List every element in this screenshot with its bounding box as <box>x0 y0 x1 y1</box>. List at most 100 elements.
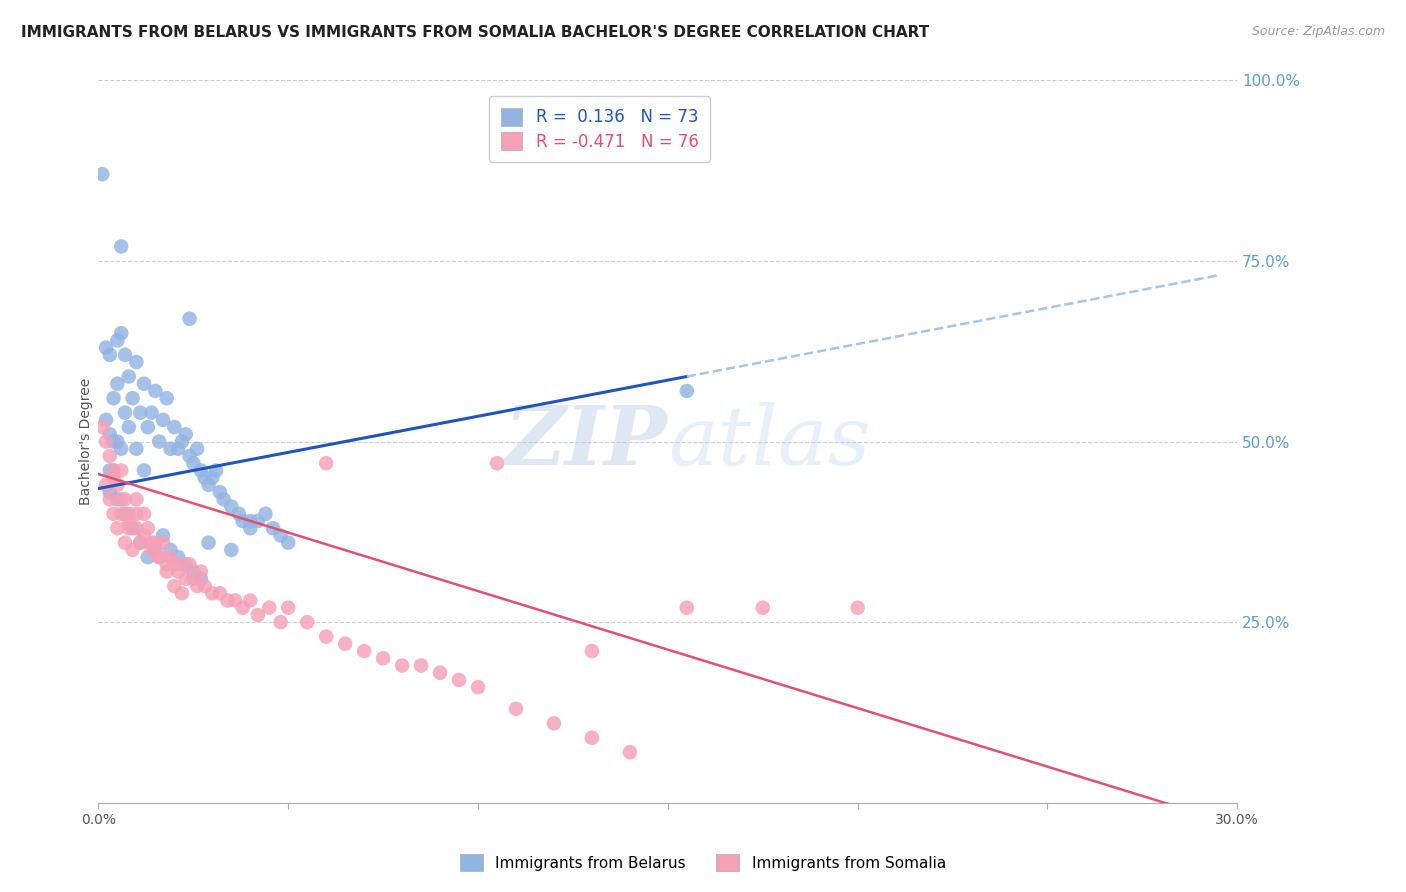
Point <box>110 326 132 340</box>
Point <box>114 406 136 420</box>
Point <box>183 456 205 470</box>
Point <box>353 644 375 658</box>
Point <box>145 542 167 557</box>
Point <box>201 470 224 484</box>
Point <box>103 434 125 449</box>
Point <box>136 521 159 535</box>
Point <box>315 456 337 470</box>
Point <box>110 442 132 456</box>
Point <box>205 463 228 477</box>
Point <box>121 542 143 557</box>
Point <box>232 514 254 528</box>
Point <box>543 716 565 731</box>
Point <box>270 528 292 542</box>
Point <box>239 593 262 607</box>
Point <box>114 492 136 507</box>
Point <box>132 376 155 391</box>
Point <box>152 413 174 427</box>
Text: ZIP: ZIP <box>505 401 668 482</box>
Point <box>125 521 148 535</box>
Point <box>103 391 125 405</box>
Point <box>186 579 208 593</box>
Point <box>148 550 170 565</box>
Point <box>103 507 125 521</box>
Point <box>107 478 129 492</box>
Point <box>98 449 121 463</box>
Point <box>224 593 246 607</box>
Point <box>217 593 239 607</box>
Point <box>136 550 159 565</box>
Point <box>505 702 527 716</box>
Point <box>121 391 143 405</box>
Point <box>190 572 212 586</box>
Point <box>132 507 155 521</box>
Point <box>159 550 181 565</box>
Text: Source: ZipAtlas.com: Source: ZipAtlas.com <box>1251 25 1385 38</box>
Point <box>98 427 121 442</box>
Point <box>232 600 254 615</box>
Point <box>297 615 319 630</box>
Point <box>676 600 699 615</box>
Point <box>270 615 292 630</box>
Point <box>190 463 212 477</box>
Point <box>107 376 129 391</box>
Point <box>221 500 243 514</box>
Point <box>163 558 186 572</box>
Point <box>411 658 433 673</box>
Point <box>159 442 181 456</box>
Point <box>170 586 193 600</box>
Point <box>174 427 197 442</box>
Point <box>141 542 163 557</box>
Point <box>194 579 217 593</box>
Point <box>145 535 167 549</box>
Point <box>98 348 121 362</box>
Point <box>129 535 152 549</box>
Point <box>98 492 121 507</box>
Point <box>183 565 205 579</box>
Point <box>449 673 471 687</box>
Text: IMMIGRANTS FROM BELARUS VS IMMIGRANTS FROM SOMALIA BACHELOR'S DEGREE CORRELATION: IMMIGRANTS FROM BELARUS VS IMMIGRANTS FR… <box>21 25 929 40</box>
Legend: Immigrants from Belarus, Immigrants from Somalia: Immigrants from Belarus, Immigrants from… <box>454 848 952 877</box>
Point <box>179 311 201 326</box>
Point <box>110 507 132 521</box>
Point <box>190 565 212 579</box>
Text: atlas: atlas <box>668 401 870 482</box>
Point <box>581 731 603 745</box>
Point <box>114 535 136 549</box>
Point <box>212 492 235 507</box>
Point <box>467 680 489 694</box>
Point <box>228 507 250 521</box>
Point <box>186 442 208 456</box>
Point <box>174 572 197 586</box>
Point <box>91 420 114 434</box>
Point <box>170 434 193 449</box>
Point <box>125 442 148 456</box>
Point <box>170 558 193 572</box>
Point <box>429 665 451 680</box>
Point <box>94 478 117 492</box>
Point <box>167 550 190 565</box>
Point <box>118 420 141 434</box>
Point <box>125 355 148 369</box>
Point <box>103 470 125 484</box>
Point <box>254 507 277 521</box>
Point <box>114 507 136 521</box>
Point <box>179 449 201 463</box>
Point <box>107 521 129 535</box>
Point <box>174 558 197 572</box>
Point <box>125 507 148 521</box>
Legend: R =  0.136   N = 73, R = -0.471   N = 76: R = 0.136 N = 73, R = -0.471 N = 76 <box>489 95 710 162</box>
Point <box>239 521 262 535</box>
Point <box>118 521 141 535</box>
Point <box>98 463 121 477</box>
Point <box>221 542 243 557</box>
Point <box>129 406 152 420</box>
Point <box>91 167 114 181</box>
Point <box>118 507 141 521</box>
Point <box>846 600 869 615</box>
Point <box>752 600 775 615</box>
Point <box>619 745 641 759</box>
Point <box>581 644 603 658</box>
Point <box>148 550 170 565</box>
Point <box>194 470 217 484</box>
